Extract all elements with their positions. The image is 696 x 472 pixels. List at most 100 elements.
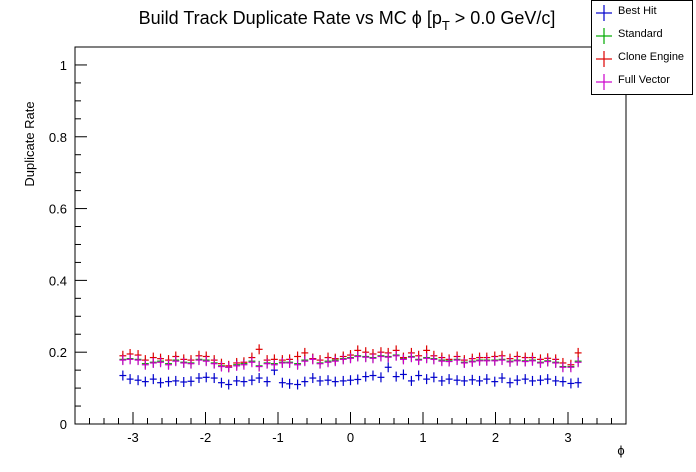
data-point: [149, 374, 157, 385]
data-point: [354, 374, 362, 385]
data-point: [134, 355, 142, 366]
series-best-hit: [119, 362, 582, 390]
data-point: [521, 356, 529, 367]
data-point: [202, 356, 210, 367]
data-point: [248, 375, 256, 386]
data-point: [157, 357, 164, 368]
data-point: [369, 370, 377, 381]
x-tick-label: -2: [200, 430, 212, 445]
data-point: [180, 376, 188, 387]
y-tick-label: 1: [60, 58, 67, 73]
data-point: [301, 356, 309, 367]
data-point: [347, 375, 354, 386]
data-point: [567, 378, 575, 389]
data-point: [476, 375, 483, 386]
data-point: [126, 354, 134, 365]
y-tick-label: 0: [60, 417, 67, 432]
y-axis-label: Duplicate Rate: [22, 101, 37, 186]
data-point: [240, 359, 248, 370]
data-point: [172, 356, 180, 367]
legend-marker-icon: [596, 51, 612, 67]
data-point: [445, 356, 453, 367]
x-tick-label: 0: [347, 430, 354, 445]
y-tick-label: 0.6: [49, 202, 67, 217]
data-point: [407, 375, 415, 386]
data-point: [392, 371, 400, 382]
data-point: [483, 355, 491, 366]
data-point: [309, 373, 317, 384]
data-point: [119, 370, 127, 381]
x-tick-label: 3: [564, 430, 571, 445]
data-point: [415, 370, 423, 381]
data-point: [399, 369, 407, 380]
data-point: [377, 372, 385, 383]
data-point: [294, 359, 302, 370]
data-point: [362, 371, 370, 382]
data-point: [430, 354, 438, 365]
data-point: [354, 351, 362, 362]
data-point: [301, 376, 309, 387]
data-point: [537, 357, 544, 368]
data-point: [187, 376, 195, 387]
data-point: [399, 354, 407, 365]
data-point: [438, 356, 446, 367]
data-point: [544, 356, 552, 367]
data-point: [294, 379, 302, 390]
legend: Best Hit Standard Clone Engine Full Vector: [591, 0, 693, 95]
data-marks: [119, 344, 582, 390]
legend-marker-icon: [596, 74, 612, 90]
data-point: [445, 374, 453, 385]
data-point: [141, 376, 149, 387]
data-point: [141, 359, 149, 370]
data-point: [339, 354, 347, 365]
data-point: [453, 355, 461, 366]
data-point: [331, 356, 339, 367]
data-point: [347, 353, 354, 364]
data-point: [415, 355, 423, 366]
data-point: [498, 355, 506, 366]
data-point: [392, 350, 400, 361]
legend-label: Clone Engine: [618, 51, 685, 63]
data-point: [180, 357, 188, 368]
data-point: [255, 361, 263, 372]
y-tick-label: 0.4: [49, 273, 67, 288]
x-tick-label: 1: [419, 430, 426, 445]
data-point: [513, 375, 521, 386]
data-point: [468, 374, 476, 385]
data-point: [377, 351, 385, 362]
data-point: [460, 357, 468, 368]
data-point: [225, 379, 233, 390]
chart-title: Build Track Duplicate Rate vs MC ϕ [pT >…: [139, 8, 556, 33]
legend-item: Clone Engine: [592, 48, 692, 70]
data-point: [218, 377, 225, 388]
data-point: [544, 374, 552, 385]
y-tick-label: 0.8: [49, 130, 67, 145]
data-point: [384, 362, 392, 373]
data-point: [202, 372, 210, 383]
data-point: [559, 362, 567, 373]
data-point: [339, 375, 347, 386]
data-point: [225, 362, 233, 373]
data-point: [513, 355, 521, 366]
legend-label: Best Hit: [618, 5, 657, 17]
data-point: [529, 355, 536, 366]
data-point: [574, 347, 582, 358]
data-point: [369, 353, 377, 364]
x-tick-label: -3: [127, 430, 139, 445]
axes: -3 -2 -1 0 1 2 3 0 0.2 0.4 0.6 0.8 1: [49, 46, 627, 445]
legend-item: Standard: [592, 25, 692, 47]
data-point: [134, 375, 142, 386]
plot-frame: [74, 46, 627, 425]
data-point: [460, 375, 468, 386]
data-point: [559, 376, 567, 387]
data-point: [278, 357, 286, 368]
legend-marker-icon: [596, 28, 612, 44]
data-point: [574, 377, 582, 388]
data-point: [286, 357, 294, 368]
data-point: [165, 376, 172, 387]
data-point: [119, 355, 127, 366]
data-point: [270, 359, 278, 370]
legend-item: Best Hit: [592, 2, 692, 24]
data-point: [552, 357, 560, 368]
